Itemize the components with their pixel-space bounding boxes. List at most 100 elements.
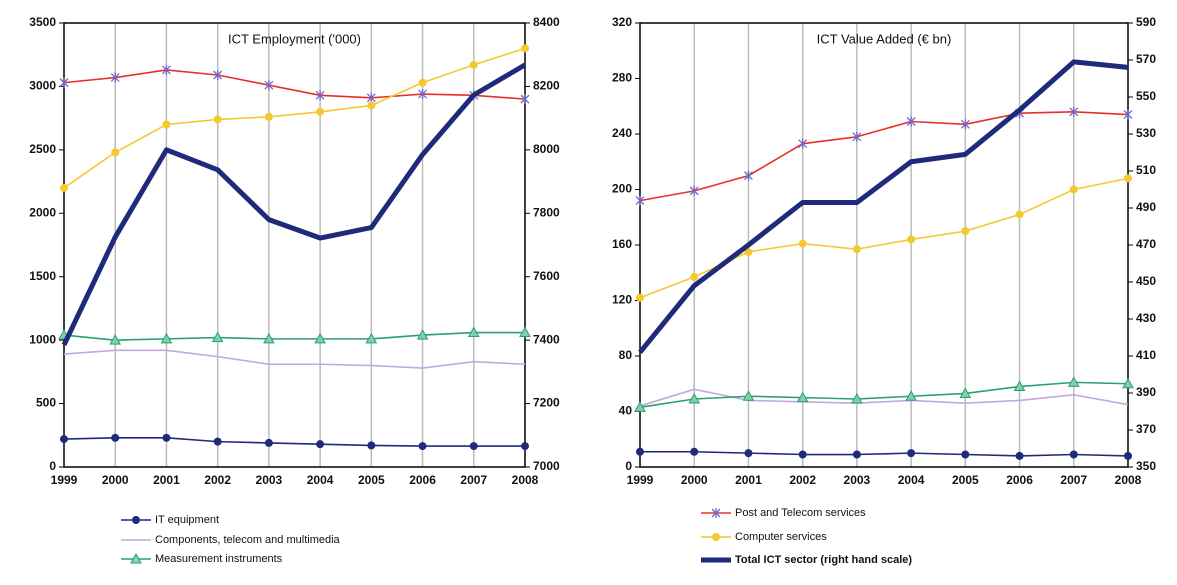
y-tick-label: 1000	[29, 332, 56, 346]
marker	[1123, 109, 1133, 120]
x-tick-label: 2008	[512, 473, 539, 487]
marker	[796, 391, 809, 403]
y-tick-label: 320	[612, 15, 632, 29]
legend-label: Components, telecom and multimedia	[155, 534, 341, 546]
series-line	[640, 450, 1129, 457]
x-tick-label: 2005	[358, 473, 385, 487]
y2-tick-label: 430	[1136, 311, 1156, 325]
marker	[712, 533, 720, 541]
marker	[961, 450, 970, 459]
marker	[744, 449, 753, 458]
y2-tick-label: 450	[1136, 274, 1156, 288]
marker	[689, 185, 699, 196]
marker	[1124, 174, 1132, 183]
series-line	[63, 437, 525, 447]
x-tick-label: 2006	[409, 473, 436, 487]
marker	[852, 131, 862, 142]
marker	[111, 148, 120, 157]
marker	[690, 272, 699, 281]
marker	[315, 90, 325, 101]
plot-frame	[63, 22, 526, 468]
marker	[264, 112, 273, 121]
x-tick-label: 2001	[735, 473, 762, 487]
marker	[742, 390, 755, 401]
x-tick-label: 2003	[844, 473, 871, 487]
y2-tick-label: 410	[1136, 348, 1156, 362]
y2-tick-label: 370	[1136, 422, 1156, 436]
marker	[161, 64, 171, 75]
x-tick-label: 2004	[307, 473, 334, 487]
x-tick-label: 2008	[1115, 473, 1142, 487]
x-tick-label: 2000	[681, 473, 708, 487]
series-line	[638, 59, 1129, 354]
marker	[264, 80, 274, 91]
y-tick-label: 80	[619, 348, 633, 362]
series-line	[61, 62, 527, 346]
y-tick-label: 40	[619, 404, 633, 418]
y2-tick-label: 590	[1136, 15, 1156, 29]
marker	[1122, 377, 1134, 389]
y2-tick-label: 550	[1136, 89, 1156, 103]
x-tick-label: 2000	[102, 473, 129, 487]
marker	[213, 437, 222, 446]
marker	[690, 447, 699, 456]
series-line	[639, 388, 1129, 407]
y-tick-label: 240	[612, 126, 632, 140]
y2-tick-label: 570	[1136, 52, 1156, 66]
marker	[1067, 376, 1080, 387]
marker	[264, 438, 273, 447]
marker	[519, 326, 531, 338]
x-tick-label: 2003	[256, 473, 283, 487]
marker	[1015, 210, 1024, 219]
marker	[520, 94, 530, 105]
marker	[635, 195, 645, 206]
y2-tick-label: 7800	[533, 205, 560, 219]
marker	[109, 334, 122, 345]
marker	[634, 401, 646, 412]
legend-label: Post and Telecom services	[735, 507, 866, 519]
legend-label: Computer services	[735, 531, 827, 543]
y2-tick-label: 8400	[533, 15, 560, 29]
marker	[906, 116, 916, 127]
y-tick-label: 3500	[29, 15, 56, 29]
marker	[798, 239, 807, 248]
marker	[521, 44, 529, 53]
marker	[798, 450, 807, 459]
y2-tick-label: 8200	[533, 79, 560, 93]
marker	[365, 332, 378, 344]
y-tick-label: 0	[49, 459, 56, 473]
x-tick-label: 1999	[51, 473, 78, 487]
marker	[798, 138, 808, 149]
marker	[1069, 450, 1078, 459]
marker	[366, 92, 376, 103]
x-tick-label: 2002	[204, 473, 231, 487]
marker	[852, 450, 861, 459]
marker	[418, 78, 427, 87]
x-tick-label: 2006	[1006, 473, 1033, 487]
y2-tick-label: 510	[1136, 163, 1156, 177]
marker	[263, 332, 275, 344]
marker	[711, 508, 721, 518]
marker	[416, 329, 429, 340]
marker	[160, 332, 173, 344]
x-tick-label: 2004	[898, 473, 925, 487]
y2-tick-label: 7000	[533, 459, 560, 473]
marker	[1069, 185, 1078, 194]
marker	[1069, 106, 1079, 117]
y2-tick-label: 7200	[533, 396, 560, 410]
marker	[314, 332, 326, 344]
x-tick-label: 1999	[627, 473, 654, 487]
y2-tick-label: 490	[1136, 200, 1156, 214]
series-line	[63, 69, 526, 100]
x-tick-label: 2002	[789, 473, 816, 487]
y2-tick-label: 530	[1136, 126, 1156, 140]
marker	[905, 390, 917, 401]
y-tick-label: 0	[625, 459, 632, 473]
series-line	[63, 331, 525, 341]
marker	[213, 70, 223, 81]
series-line	[639, 381, 1129, 409]
marker	[418, 89, 428, 100]
marker	[316, 440, 325, 449]
series-line	[639, 111, 1129, 202]
